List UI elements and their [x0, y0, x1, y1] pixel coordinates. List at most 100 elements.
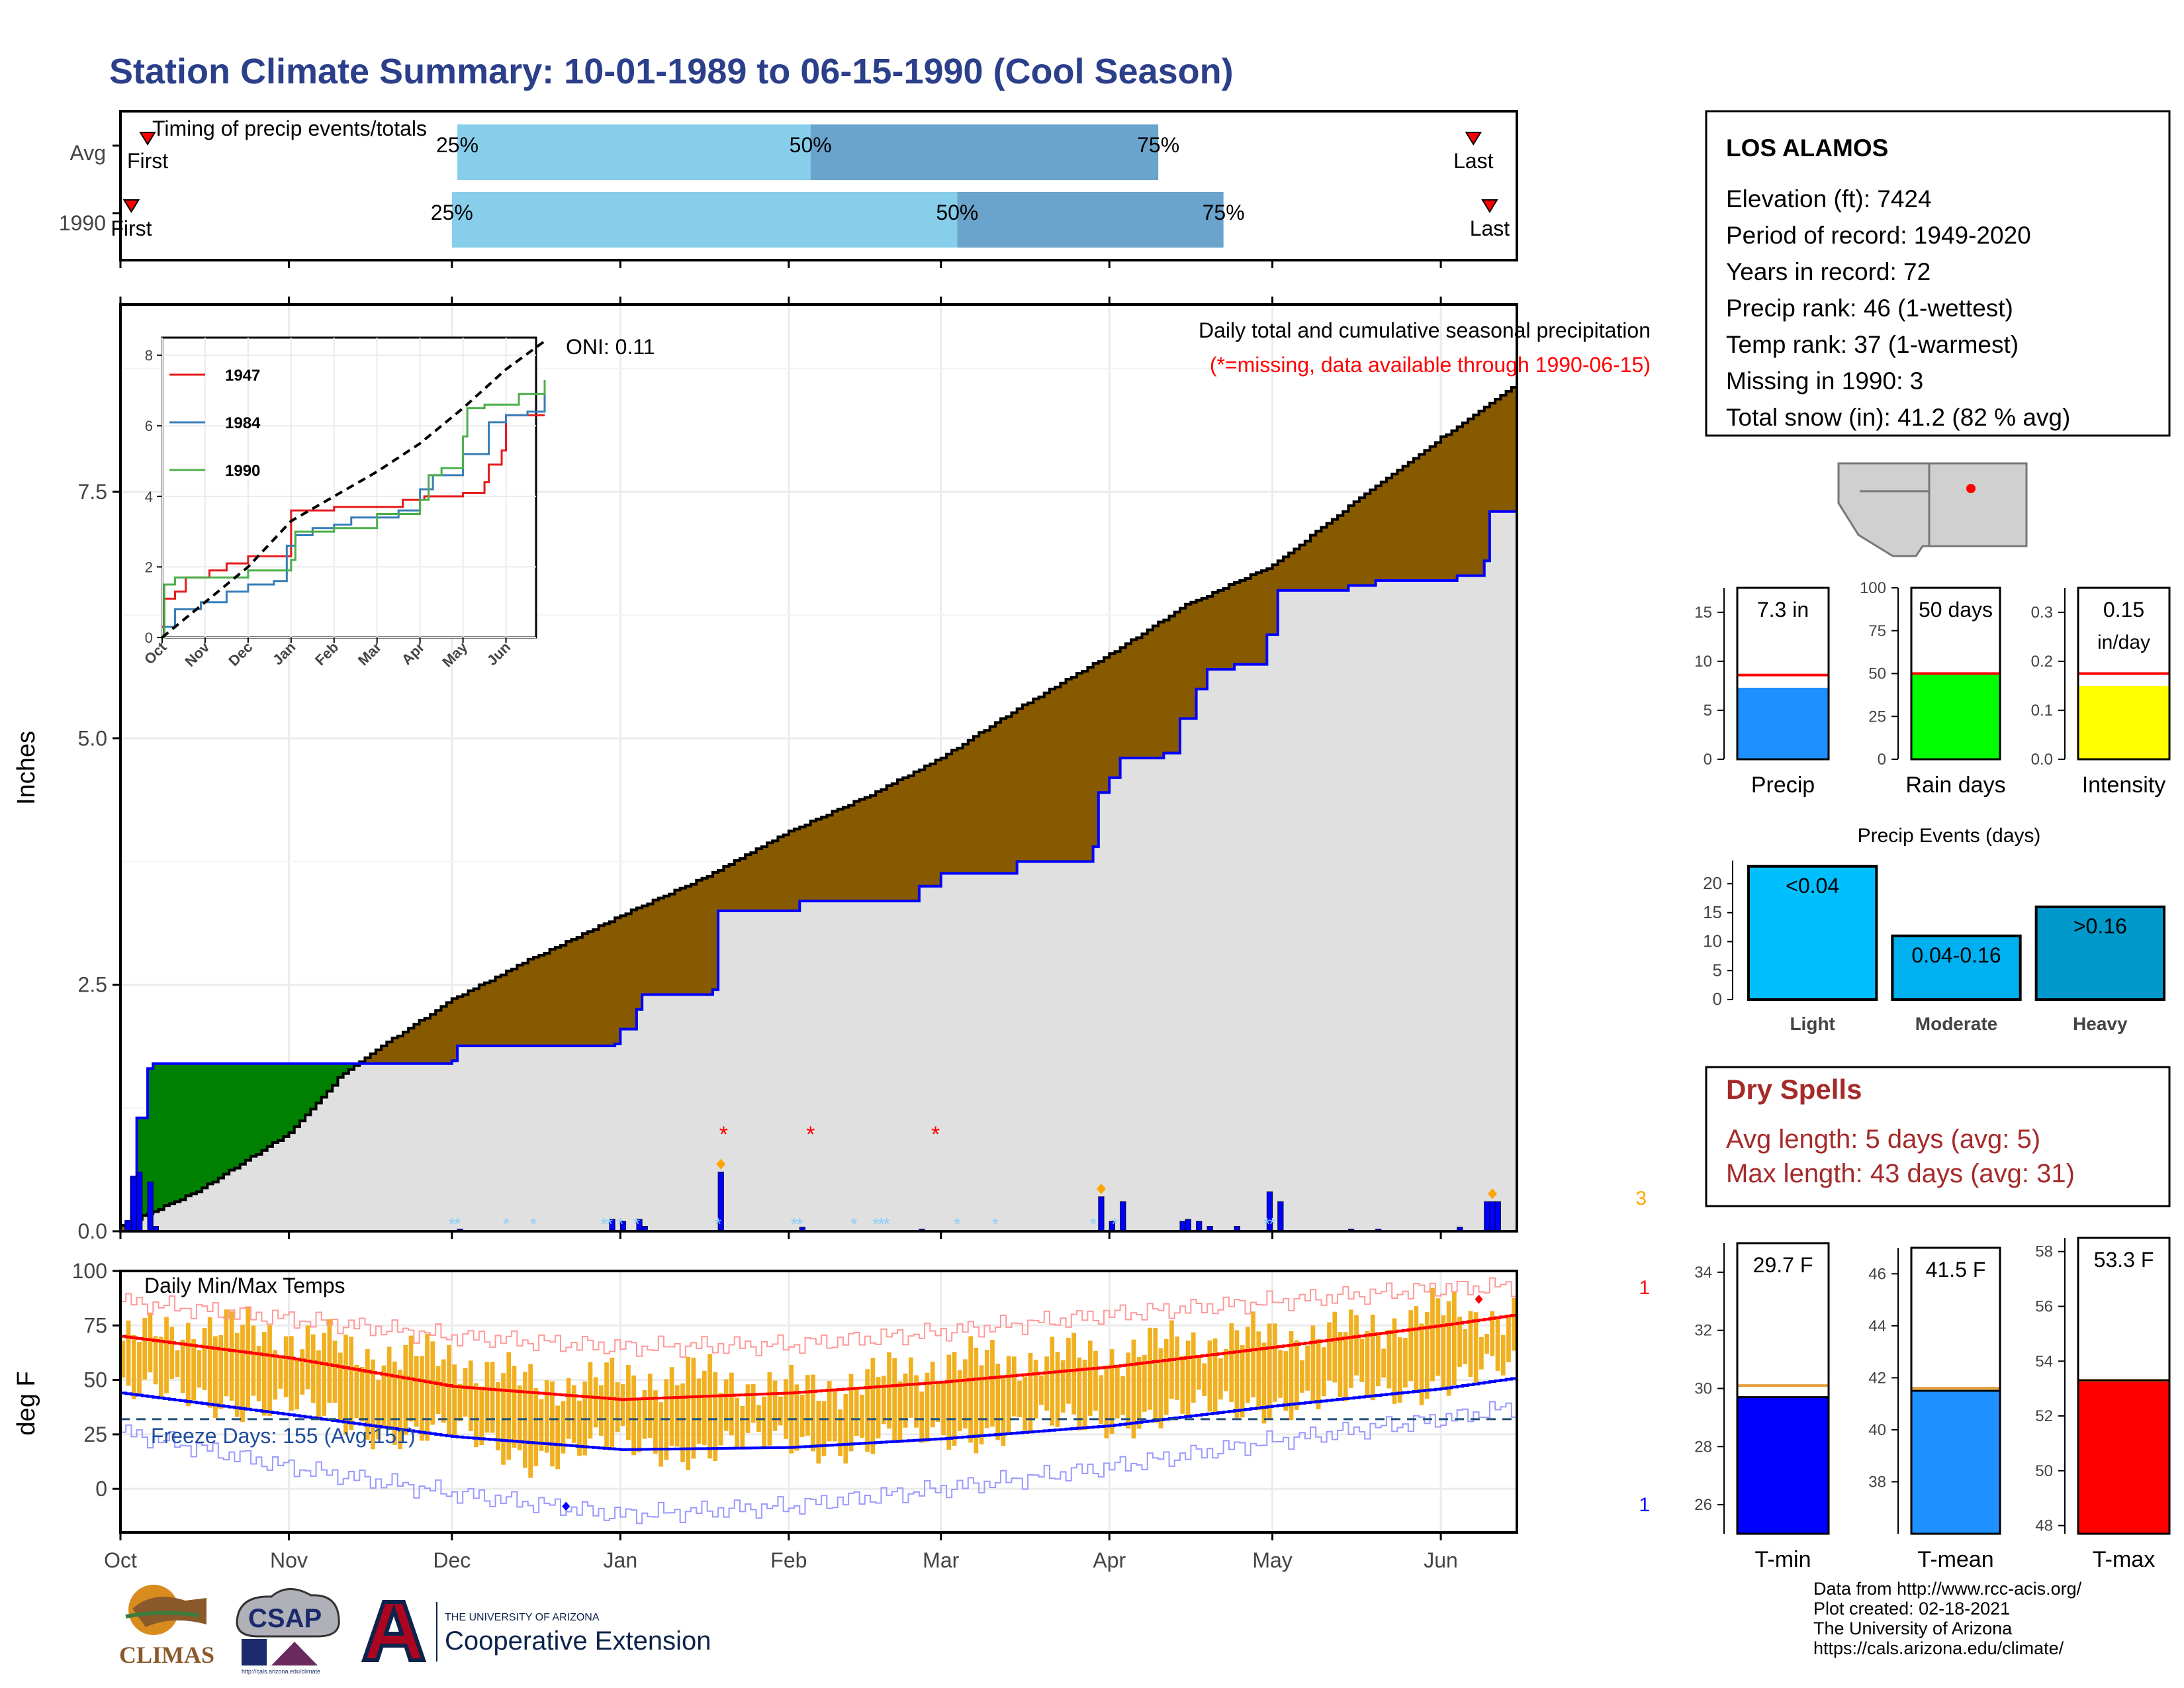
- daily-temp-bar: [1158, 1348, 1163, 1429]
- month-x-tick-label: Apr: [1093, 1548, 1126, 1572]
- daily-temp-bar: [158, 1336, 163, 1398]
- mini-chart-intensity: 0.0 0.1 0.2 0.3 0.15 in/day Intensity: [2031, 586, 2171, 798]
- daily-precip-bar: [1489, 1201, 1496, 1232]
- daily-temp-bar: [990, 1339, 995, 1427]
- precip-y-tick-label: 0.0: [78, 1219, 107, 1243]
- daily-temp-bar: [371, 1359, 375, 1450]
- daily-temp-bar: [126, 1320, 131, 1386]
- inset-legend-label-1990: 1990: [225, 462, 260, 480]
- daily-temp-bar: [1218, 1358, 1223, 1400]
- daily-temp-bar: [1202, 1363, 1207, 1396]
- mini-chart-y-tick-label: 28: [1694, 1438, 1712, 1456]
- mini-chart-y-tick-label: 15: [1694, 604, 1712, 622]
- mini-chart-y-tick-label: 52: [2035, 1407, 2053, 1425]
- mini-chart-y-tick-label: 38: [1868, 1473, 1886, 1491]
- month-x-tick-label: Jan: [604, 1548, 638, 1572]
- daily-temp-bar: [495, 1382, 500, 1451]
- daily-temp-bar: [229, 1311, 234, 1401]
- daily-temp-bar: [1354, 1315, 1359, 1376]
- daily-temp-bar: [403, 1344, 408, 1435]
- daily-temp-bar: [555, 1405, 561, 1470]
- daily-temp-bar: [1044, 1356, 1049, 1411]
- timing-1990-first-label: First: [111, 216, 152, 240]
- daily-temp-bar: [218, 1335, 223, 1409]
- daily-temp-bar: [349, 1336, 354, 1430]
- events-y-tick-label: 15: [1703, 902, 1722, 922]
- daily-temp-bar: [751, 1383, 756, 1423]
- month-x-tick-label: Jun: [1424, 1548, 1458, 1572]
- snow-day-marker: *: [872, 1214, 879, 1234]
- mini-chart-y-tick-label: 54: [2035, 1352, 2053, 1370]
- inset-series-line-average: [161, 340, 546, 639]
- daily-temp-bar: [1104, 1366, 1109, 1438]
- daily-temp-bar: [1343, 1332, 1348, 1401]
- daily-temp-bar: [1240, 1345, 1245, 1418]
- daily-temp-bar: [213, 1336, 218, 1419]
- daily-temp-bar: [420, 1356, 424, 1441]
- precip-end-count: 3: [1635, 1188, 1647, 1209]
- daily-temp-bar: [674, 1385, 680, 1447]
- daily-temp-bar: [1055, 1352, 1060, 1427]
- csap-url: http://cals.arizona.edu/climate: [242, 1668, 320, 1675]
- daily-temp-bar: [577, 1400, 582, 1456]
- snow-day-marker: *: [530, 1214, 537, 1234]
- daily-temp-bar: [137, 1341, 142, 1397]
- mini-chart-x-label: Precip: [1751, 773, 1815, 798]
- daily-temp-bar: [1490, 1311, 1495, 1356]
- mini-chart-frame: [1910, 586, 2001, 761]
- timing-avg-50-label: 50%: [790, 133, 832, 157]
- daily-temp-bar: [1278, 1350, 1283, 1398]
- daily-temp-bar: [251, 1325, 256, 1396]
- timing-bars: [113, 124, 1498, 268]
- station-location-marker: [1966, 484, 1976, 493]
- precip-panel: ** * * ** * * * ** * *** * * * * *** * * 0.02.55.07.5 In…: [13, 297, 1651, 1243]
- credit-data-source: Data from http://www.rcc-acis.org/: [1813, 1579, 2082, 1599]
- daily-temp-bar: [952, 1352, 957, 1446]
- events-bar-heavy: [2034, 906, 2166, 1001]
- snow-day-marker: *: [1090, 1214, 1097, 1234]
- daily-temp-bar: [653, 1390, 658, 1454]
- daily-temp-bar: [637, 1399, 642, 1452]
- dry-spells-title: Dry Spells: [1726, 1074, 1862, 1105]
- mini-chart-y-tick-label: 0.3: [2031, 604, 2053, 622]
- mini-chart-y-tick-label: 5: [1704, 702, 1712, 720]
- station-info-frame: [1705, 110, 2171, 437]
- daily-temp-bar: [930, 1362, 935, 1428]
- timing-1990-last-label: Last: [1470, 216, 1510, 240]
- daily-temp-bar: [794, 1384, 799, 1451]
- daily-temp-bar: [974, 1347, 979, 1454]
- mini-chart-rain_days: 0 25 50 75 100 50 days Rain days: [1860, 579, 2006, 798]
- mini-chart-frame: [2077, 1237, 2171, 1535]
- daily-temp-bar: [1376, 1332, 1381, 1387]
- daily-temp-bar: [120, 1340, 126, 1378]
- station-name: LOS ALAMOS: [1726, 134, 1888, 162]
- precip-y-tick-label: 7.5: [78, 480, 107, 504]
- daily-temp-bar: [669, 1367, 674, 1446]
- snow-day-marker: *: [617, 1214, 623, 1234]
- mini-chart-frame: [1736, 586, 1830, 761]
- precip-surplus-area: [126, 1063, 360, 1224]
- precip-events-plot: <0.04 Light 0.04-0.16 Moderate >0.16 Heavy 0 5 1…: [1703, 861, 2172, 1034]
- daily-temp-bar: [1381, 1348, 1386, 1378]
- daily-temp-bar: [1359, 1338, 1365, 1382]
- mini-chart-y-tick-label: 0: [1878, 751, 1886, 769]
- daily-temp-bar: [283, 1336, 289, 1397]
- daily-precip-bar: [1484, 1201, 1490, 1232]
- timing-row-avg-label: Avg: [69, 141, 106, 165]
- mini-chart-x-label: T-mean: [1917, 1547, 1993, 1572]
- daily-temp-bar: [1457, 1316, 1462, 1367]
- ua-block-a-icon: [361, 1600, 427, 1662]
- events-y-tick-label: 5: [1713, 960, 1722, 980]
- daily-temp-bar: [441, 1359, 446, 1423]
- daily-temp-bar: [191, 1338, 196, 1401]
- daily-temp-bar: [1446, 1301, 1451, 1396]
- daily-temp-bar: [131, 1335, 136, 1399]
- events-y-tick-label: 20: [1703, 873, 1722, 893]
- daily-temp-bar: [240, 1325, 245, 1423]
- mini-chart-value-bar: [1737, 1397, 1829, 1534]
- precip-y-axis: 0.0 2.5 5.0 7.5: [78, 297, 1442, 1243]
- daily-temp-bar: [870, 1358, 876, 1454]
- mini-chart-y-tick-label: 56: [2035, 1297, 2053, 1315]
